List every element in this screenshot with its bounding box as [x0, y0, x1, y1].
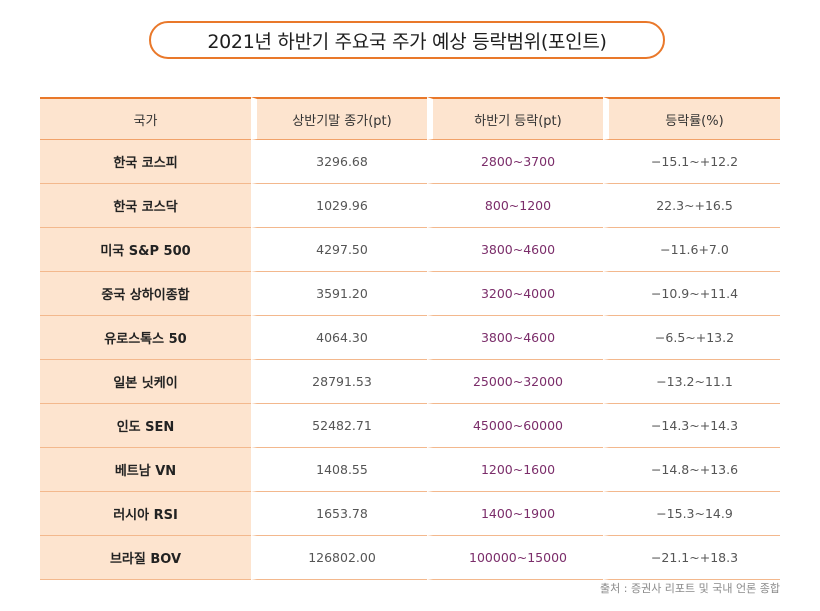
table-row: 중국 상하이종합 3591.20 3200~4000 −10.9~+11.4 [40, 272, 780, 316]
page-title-text: 2021년 하반기 주요국 주가 예상 등락범위(포인트) [207, 30, 607, 53]
country-cell: 인도 SEN [40, 404, 251, 448]
table-row: 일본 닛케이 28791.53 25000~32000 −13.2~11.1 [40, 360, 780, 404]
close-cell: 28791.53 [251, 360, 427, 404]
country-cell: 일본 닛케이 [40, 360, 251, 404]
page-title: 2021년 하반기 주요국 주가 예상 등락범위(포인트) [149, 21, 665, 59]
country-cell: 유로스톡스 50 [40, 316, 251, 360]
header-second-half-range: 하반기 등락(pt) [427, 97, 603, 140]
country-cell: 중국 상하이종합 [40, 272, 251, 316]
range-cell: 100000~15000 [427, 536, 603, 580]
rate-cell: −10.9~+11.4 [603, 272, 780, 316]
range-cell: 1400~1900 [427, 492, 603, 536]
country-cell: 브라질 BOV [40, 536, 251, 580]
table-row: 베트남 VN 1408.55 1200~1600 −14.8~+13.6 [40, 448, 780, 492]
source-note: 출처 : 증권사 리포트 및 국내 언론 종합 [600, 582, 780, 595]
index-forecast-table: 국가 상반기말 종가(pt) 하반기 등락(pt) 등락률(%) 한국 코스피 … [40, 97, 780, 580]
close-cell: 126802.00 [251, 536, 427, 580]
rate-cell: −21.1~+18.3 [603, 536, 780, 580]
range-cell: 800~1200 [427, 184, 603, 228]
range-cell: 45000~60000 [427, 404, 603, 448]
range-cell: 3800~4600 [427, 228, 603, 272]
rate-cell: −6.5~+13.2 [603, 316, 780, 360]
table-row: 한국 코스피 3296.68 2800~3700 −15.1~+12.2 [40, 140, 780, 184]
header-first-half-close: 상반기말 종가(pt) [251, 97, 427, 140]
header-country: 국가 [40, 97, 251, 140]
rate-cell: −14.8~+13.6 [603, 448, 780, 492]
rate-cell: −14.3~+14.3 [603, 404, 780, 448]
rate-cell: −11.6+7.0 [603, 228, 780, 272]
close-cell: 4297.50 [251, 228, 427, 272]
rate-cell: −15.1~+12.2 [603, 140, 780, 184]
country-cell: 한국 코스피 [40, 140, 251, 184]
header-change-rate: 등락률(%) [603, 97, 780, 140]
range-cell: 2800~3700 [427, 140, 603, 184]
close-cell: 1029.96 [251, 184, 427, 228]
range-cell: 25000~32000 [427, 360, 603, 404]
close-cell: 52482.71 [251, 404, 427, 448]
close-cell: 3296.68 [251, 140, 427, 184]
table-row: 한국 코스닥 1029.96 800~1200 22.3~+16.5 [40, 184, 780, 228]
table-header-row: 국가 상반기말 종가(pt) 하반기 등락(pt) 등락률(%) [40, 97, 780, 140]
table-row: 브라질 BOV 126802.00 100000~15000 −21.1~+18… [40, 536, 780, 580]
close-cell: 4064.30 [251, 316, 427, 360]
table-row: 인도 SEN 52482.71 45000~60000 −14.3~+14.3 [40, 404, 780, 448]
country-cell: 미국 S&P 500 [40, 228, 251, 272]
close-cell: 1653.78 [251, 492, 427, 536]
range-cell: 1200~1600 [427, 448, 603, 492]
table-row: 유로스톡스 50 4064.30 3800~4600 −6.5~+13.2 [40, 316, 780, 360]
country-cell: 한국 코스닥 [40, 184, 251, 228]
country-cell: 베트남 VN [40, 448, 251, 492]
range-cell: 3800~4600 [427, 316, 603, 360]
table-row: 미국 S&P 500 4297.50 3800~4600 −11.6+7.0 [40, 228, 780, 272]
range-cell: 3200~4000 [427, 272, 603, 316]
close-cell: 1408.55 [251, 448, 427, 492]
close-cell: 3591.20 [251, 272, 427, 316]
country-cell: 러시아 RSI [40, 492, 251, 536]
rate-cell: 22.3~+16.5 [603, 184, 780, 228]
rate-cell: −15.3~14.9 [603, 492, 780, 536]
rate-cell: −13.2~11.1 [603, 360, 780, 404]
table-row: 러시아 RSI 1653.78 1400~1900 −15.3~14.9 [40, 492, 780, 536]
